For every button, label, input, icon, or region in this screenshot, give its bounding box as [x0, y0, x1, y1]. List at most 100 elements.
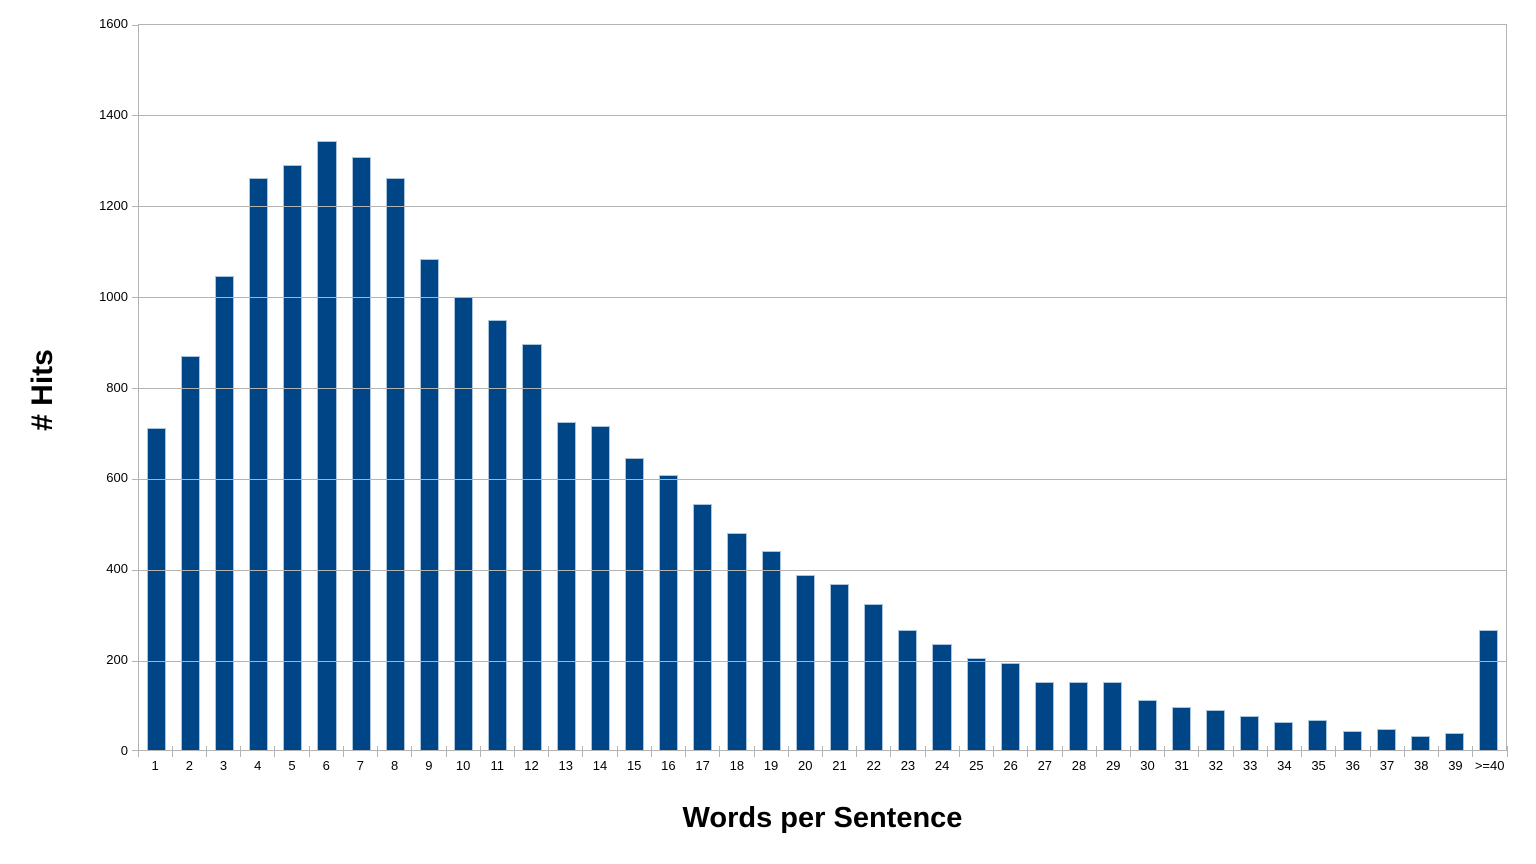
bar-18: [727, 533, 747, 750]
x-tick-label: 22: [866, 758, 881, 773]
x-tick-label: 24: [934, 758, 950, 773]
x-tick-label: 12: [524, 758, 539, 773]
bar-slot: [515, 25, 549, 750]
bar-slot: [891, 25, 925, 750]
x-tick-label: 30: [1140, 758, 1155, 773]
bar-slot: [754, 25, 788, 750]
bar-3: [214, 276, 234, 750]
x-tick-label: 5: [288, 758, 296, 773]
bar-slot: [925, 25, 959, 750]
y-axis-tick: [132, 750, 138, 751]
x-tick-label: 4: [254, 758, 262, 773]
bar-4: [249, 177, 269, 750]
y-tick-label: 800: [106, 379, 128, 395]
bar-slot: [959, 25, 993, 750]
x-tick-label: 38: [1413, 758, 1429, 773]
y-axis-tick: [132, 478, 138, 480]
gridline: [139, 206, 1506, 208]
bar-8: [385, 177, 405, 750]
x-tick-label: 35: [1311, 758, 1326, 773]
x-tick-label: >=40: [1474, 758, 1505, 773]
bar-30: [1137, 700, 1157, 750]
bar-11: [488, 319, 508, 750]
x-tick-label: 8: [391, 758, 399, 773]
bar-slot: [1027, 25, 1061, 750]
bar-slot: [686, 25, 720, 750]
gridline: [139, 388, 1506, 389]
bar-slot: [652, 25, 686, 750]
bar-1: [146, 428, 166, 750]
bar-20: [795, 574, 815, 750]
x-tick-label: 6: [322, 758, 330, 773]
x-tick-label: 17: [695, 758, 710, 773]
bar-slot: [1335, 25, 1369, 750]
bar-23: [898, 629, 918, 750]
x-tick-label: 27: [1037, 758, 1053, 773]
x-tick-label: 3: [219, 758, 228, 773]
bar-25: [966, 658, 986, 750]
bar-slot: [481, 25, 515, 750]
x-tick-label: 28: [1071, 758, 1087, 773]
bar-29: [1103, 681, 1123, 750]
y-axis-labels: 0 200 400 600 800 1000 1200 1400 1600: [0, 17, 128, 758]
bar-31: [1171, 706, 1191, 750]
bar-slot: [1472, 25, 1506, 750]
plot-area: [132, 24, 1507, 751]
bar-slot: [139, 25, 173, 750]
x-tick-label: 29: [1106, 758, 1121, 773]
bar-39: [1445, 733, 1465, 750]
bar-7: [351, 156, 371, 750]
x-tick-label: 1: [151, 758, 159, 773]
bar-slot: [720, 25, 754, 750]
x-tick-label: 19: [763, 758, 779, 773]
bar-slot: [993, 25, 1027, 750]
bar-14: [590, 426, 610, 750]
x-tick-label: 26: [1003, 758, 1018, 773]
bar-slot: [1198, 25, 1232, 750]
bar-19: [761, 550, 781, 750]
y-axis-tick: [132, 115, 138, 117]
bar-slot: [1301, 25, 1335, 750]
x-tick-label: 21: [832, 758, 847, 773]
y-axis-tick: [132, 388, 138, 389]
bar-slot: [857, 25, 891, 750]
bar-38: [1410, 736, 1430, 750]
bar-17: [693, 503, 713, 750]
x-tick-label: 31: [1174, 758, 1189, 773]
bar-slot: [1403, 25, 1437, 750]
bar-slot: [1130, 25, 1164, 750]
bar-slot: [1438, 25, 1472, 750]
bar-32: [1205, 709, 1225, 750]
y-tick-label: 1000: [99, 288, 128, 304]
bar-slot: [276, 25, 310, 750]
bar-slot: [207, 25, 241, 750]
bar-slot: [344, 25, 378, 750]
y-tick-label: 1200: [99, 197, 128, 213]
bar-slot: [1267, 25, 1301, 750]
x-tick-label: 33: [1242, 758, 1258, 773]
y-axis-tick: [132, 660, 138, 662]
x-tick-label: 16: [661, 758, 676, 773]
gridline: [139, 660, 1506, 662]
bar-21: [829, 584, 850, 750]
x-tick-label: 10: [455, 758, 471, 773]
bar-slot: [173, 25, 207, 750]
bar->=40: [1479, 630, 1499, 750]
y-tick-label: 1600: [99, 16, 128, 31]
bar-slot: [583, 25, 617, 750]
bar-10: [454, 296, 474, 750]
bar-34: [1274, 721, 1294, 750]
bar-slot: [1164, 25, 1198, 750]
bar-5: [283, 165, 303, 750]
bar-24: [932, 643, 952, 750]
bar-27: [1034, 682, 1055, 750]
bar-12: [522, 344, 542, 750]
bar-slot: [1233, 25, 1267, 750]
x-tick-label: 15: [626, 758, 642, 773]
bar-37: [1376, 729, 1396, 750]
bar-6: [317, 141, 337, 750]
bar-16: [659, 474, 679, 750]
bar-series: [139, 25, 1506, 750]
x-tick-label: 20: [798, 758, 813, 773]
